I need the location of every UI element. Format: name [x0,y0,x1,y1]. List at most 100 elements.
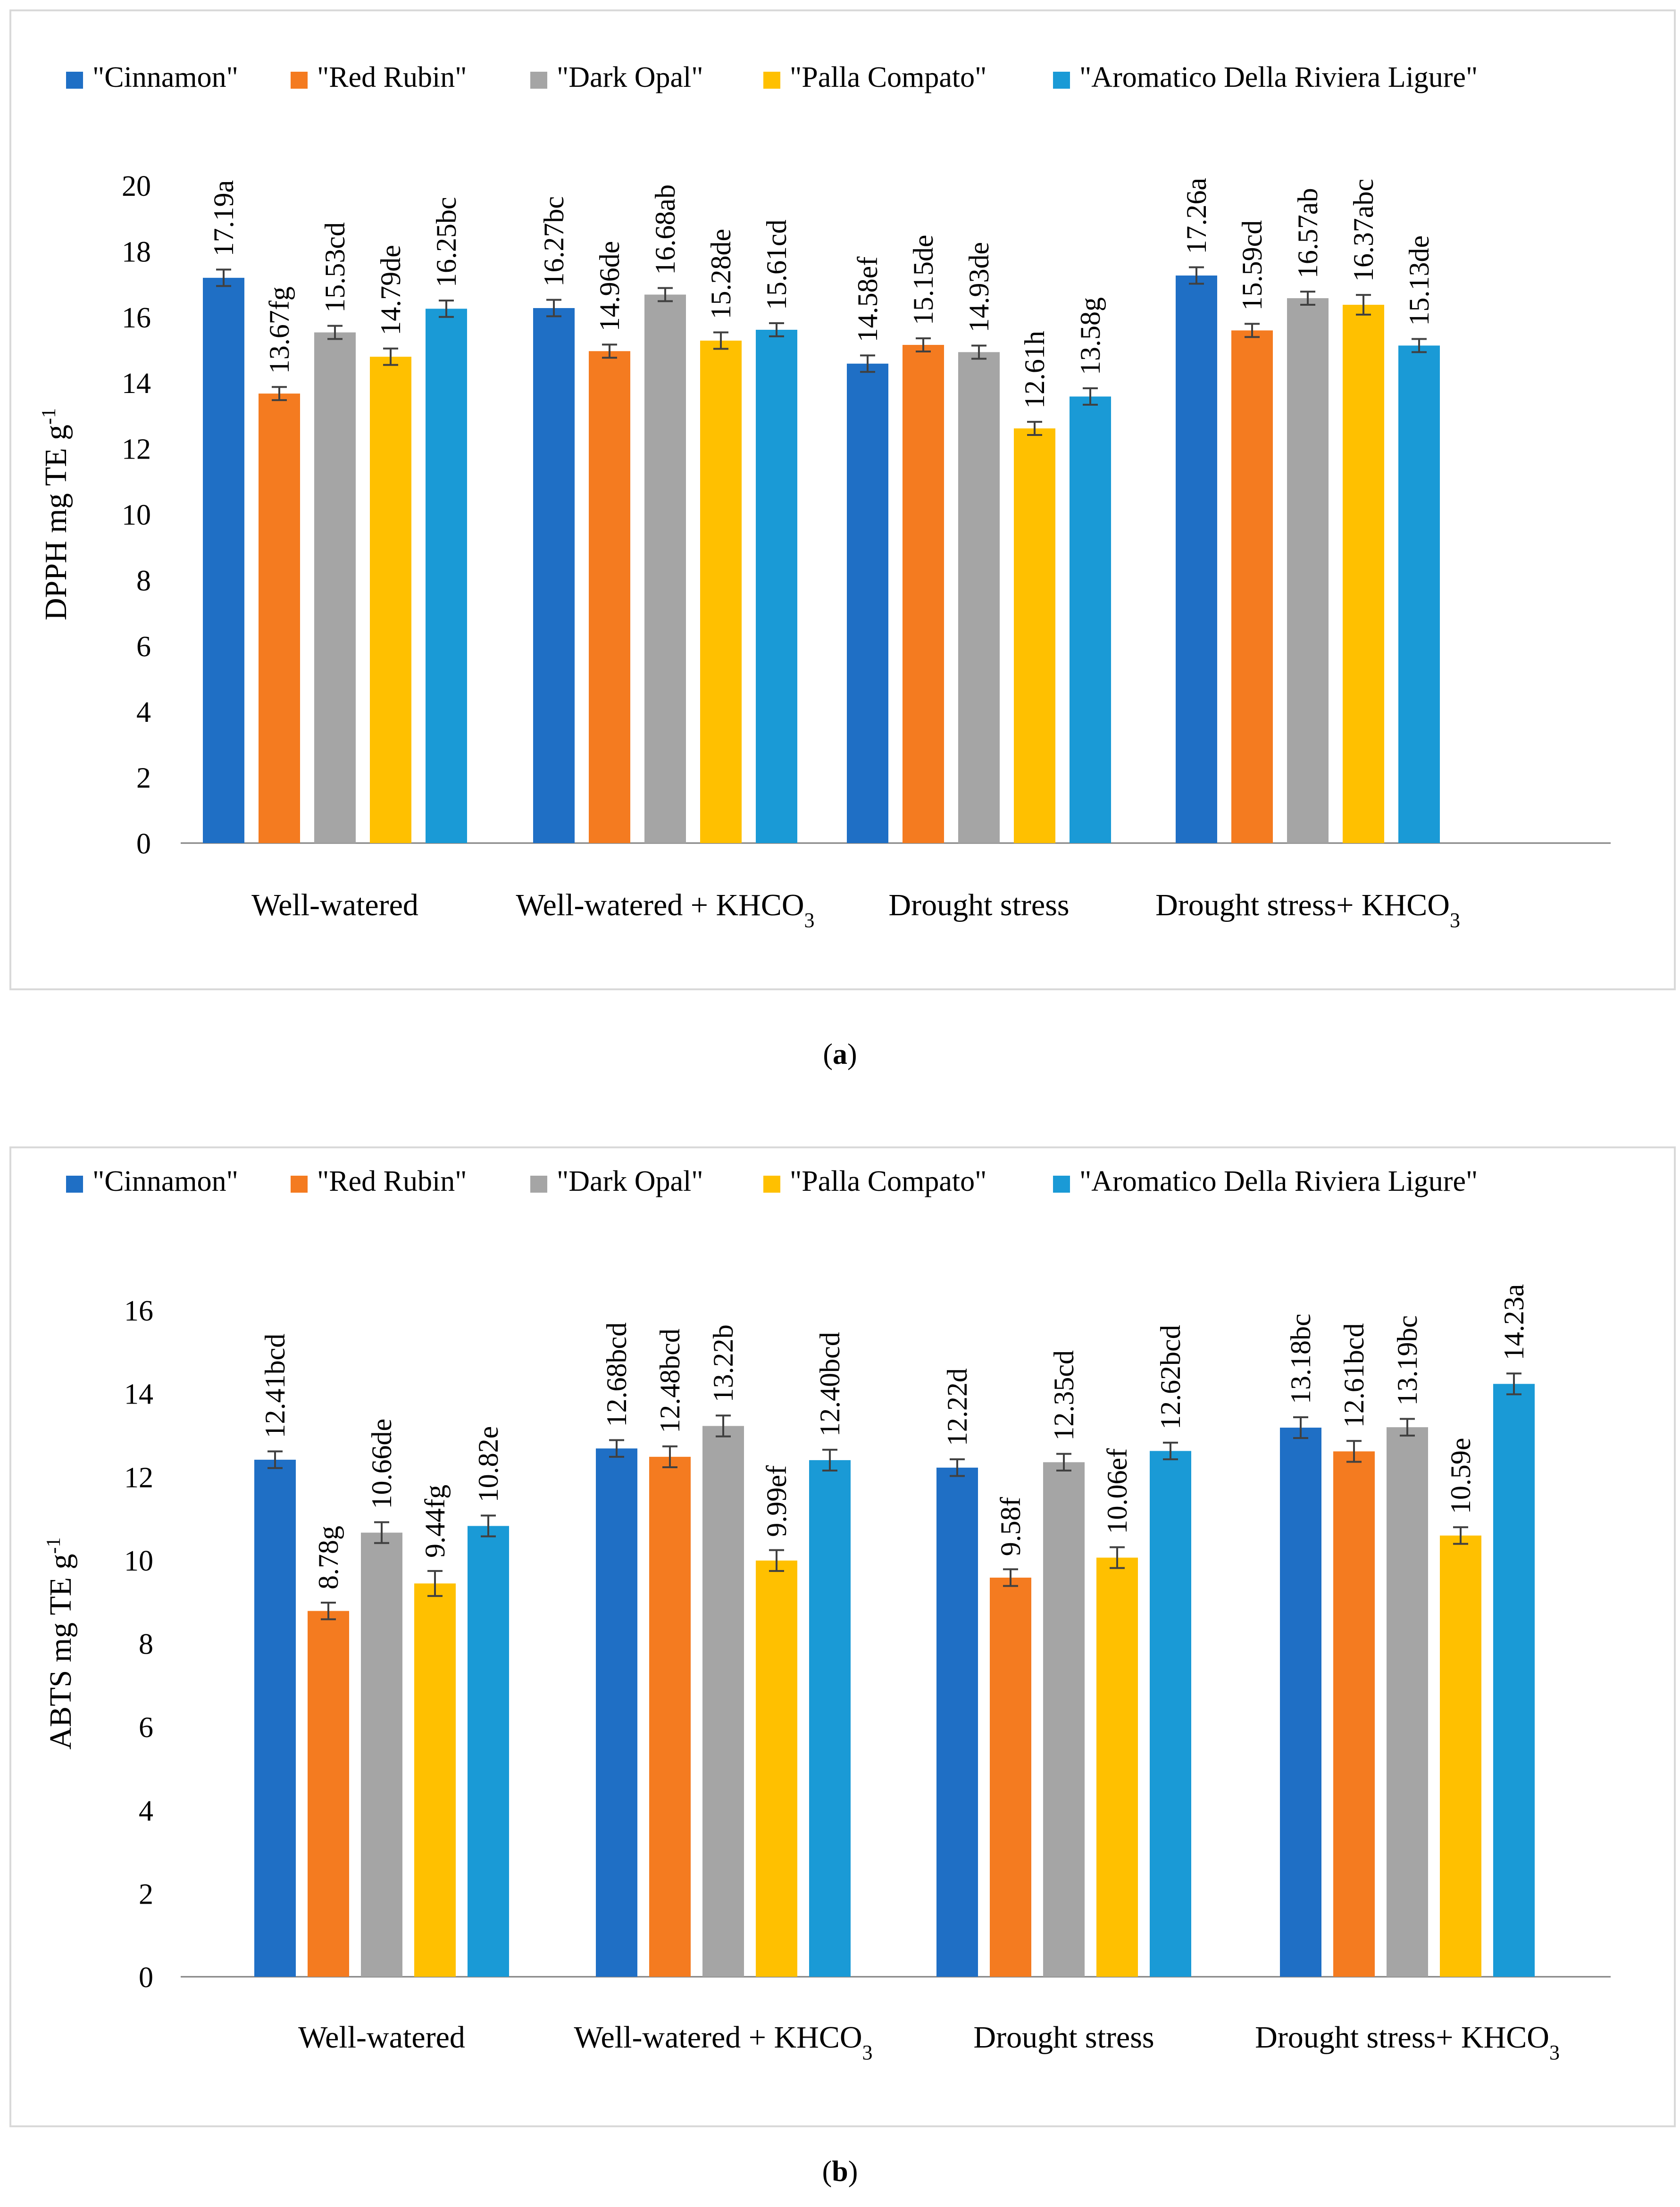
data-label: 12.61h [1019,331,1050,409]
bar [958,352,1000,843]
bar [259,393,300,843]
bar [809,1460,851,1977]
data-label: 10.59e [1445,1438,1476,1514]
x-category-label: Well-watered [298,2020,465,2055]
bar [414,1583,456,1977]
y-axis-title: DPPH mg TE g-1 [38,408,73,620]
data-label: 15.53cd [319,222,351,313]
bar [700,340,742,843]
panel-label-b: (b) [822,2156,858,2188]
data-label: 12.35cd [1048,1350,1079,1441]
data-label: 9.99ef [761,1465,792,1537]
bar [1096,1557,1138,1977]
bar [361,1532,402,1977]
data-label: 13.22b [708,1324,739,1402]
y-axis-title: ABTS mg TE g-1 [43,1538,78,1750]
legend-swatch-aromatico-della-riviera-ligure [1053,1176,1070,1193]
y-tick-label: 4 [136,696,151,728]
data-label: 10.06ef [1102,1448,1133,1534]
data-label: 12.48bcd [654,1329,685,1433]
y-tick-label: 8 [139,1629,153,1661]
bar [1287,298,1329,843]
legend-label-red-rubin: "Red Rubin" [317,1165,467,1197]
bar [468,1526,509,1977]
y-tick-label: 0 [139,1962,153,1994]
y-tick-label: 18 [122,236,151,268]
legend: "Cinnamon" "Red Rubin" "Dark Opal" "Palla C… [66,61,1478,93]
y-tick-label: 16 [122,302,151,334]
bar [936,1467,978,1977]
bar [702,1426,744,1977]
bar [1043,1462,1085,1977]
legend-swatch-red-rubin [291,1176,308,1193]
data-label: 14.93de [963,242,995,333]
bar [1150,1451,1191,1977]
y-tick-label: 14 [122,368,151,400]
bar [756,329,797,844]
y-tick-label: 12 [124,1462,153,1494]
data-label: 15.61cd [761,219,792,310]
bars: 17.19a 13.67fg 15.53cd 14.79de 16.25bc 16.27b… [203,178,1440,844]
panel-label-a: (a) [823,1038,857,1070]
y-tick-label: 12 [122,434,151,466]
legend-swatch-dark-opal [530,72,547,89]
y-tick-label: 10 [122,499,151,531]
data-label: 16.68ab [650,184,681,275]
data-label: 16.27bc [538,196,569,287]
data-label: 9.44fg [419,1485,451,1558]
data-label: 13.19bc [1392,1315,1423,1406]
legend-swatch-palla-compato [763,1176,780,1193]
legend-swatch-red-rubin [291,72,308,89]
data-label: 10.82e [473,1426,504,1503]
data-label: 13.18bc [1285,1313,1316,1404]
bar [1440,1535,1481,1977]
bar [1231,330,1273,844]
y-tick-label: 2 [136,762,151,794]
x-category-label: Drought stress+ KHCO3 [1155,888,1460,932]
bar [847,363,888,843]
bars: 12.41bcd 8.78g 10.66de 9.44fg 10.82e 12.68bcd… [254,1284,1535,1977]
data-label: 9.58f [995,1497,1026,1556]
bar [1398,345,1440,844]
data-label: 15.28de [705,229,736,319]
legend-swatch-cinnamon [66,1176,83,1193]
bar [589,351,630,843]
legend-label-palla-compato: "Palla Compato" [790,61,986,93]
data-label: 12.40bcd [814,1332,845,1437]
data-label: 14.23a [1498,1284,1530,1361]
bar [1387,1427,1428,1977]
data-label: 13.58g [1075,297,1106,375]
x-category-label: Well-watered [251,888,418,922]
bar [756,1560,797,1977]
bar [1493,1384,1535,1977]
bar [1014,428,1055,843]
y-tick-label: 4 [139,1795,153,1827]
data-label: 12.22d [942,1368,973,1446]
chart-dpph: "Cinnamon" "Red Rubin" "Dark Opal" "Palla C… [9,9,1676,990]
x-category-label: Well-watered + KHCO3 [516,888,814,932]
data-label: 8.78g [313,1526,344,1589]
data-label: 12.41bcd [259,1334,291,1438]
legend-label-aromatico-della-riviera-ligure: "Aromatico Della Riviera Ligure" [1079,61,1478,93]
y-tick-label: 8 [136,565,151,597]
bar [426,309,467,843]
x-category-label: Drought stress [888,888,1069,922]
data-label: 12.68bcd [601,1322,632,1427]
bar [903,345,944,844]
legend-label-palla-compato: "Palla Compato" [790,1165,986,1197]
bar [1070,396,1111,843]
legend-label-cinnamon: "Cinnamon" [92,61,238,93]
legend: "Cinnamon" "Red Rubin" "Dark Opal" "Palla C… [66,1165,1478,1197]
y-tick-label: 0 [136,828,151,860]
bar [1280,1428,1321,1977]
y-tick-label: 6 [139,1712,153,1744]
y-tick-label: 20 [122,170,151,202]
legend-label-aromatico-della-riviera-ligure: "Aromatico Della Riviera Ligure" [1079,1165,1478,1197]
legend-swatch-cinnamon [66,72,83,89]
bar [649,1456,691,1977]
y-tick-label: 16 [124,1295,153,1327]
bar [203,277,244,844]
bar [990,1577,1031,1977]
data-label: 14.79de [375,245,406,335]
data-label: 16.37abc [1348,179,1379,282]
